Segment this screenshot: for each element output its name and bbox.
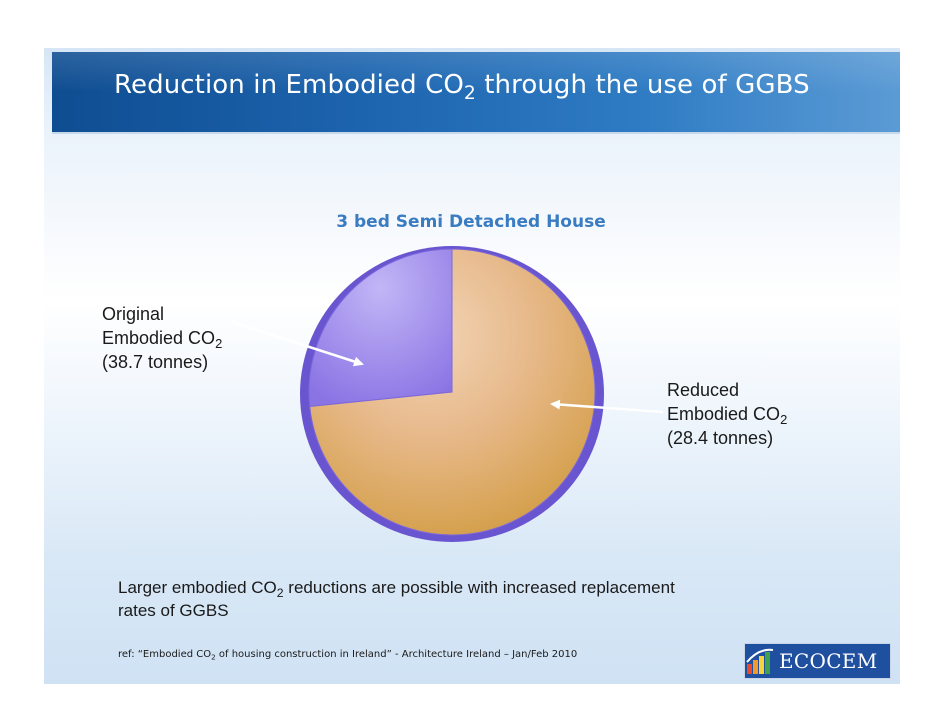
footnote-line1: Larger embodied CO2 reductions are possi… [118, 578, 675, 600]
label-reduced-line3: (28.4 tonnes) [667, 428, 774, 448]
chart-title: 3 bed Semi Detached House [336, 212, 606, 232]
slice-label-original: Original Embodied CO2 (38.7 tonnes) [102, 302, 222, 374]
pie-slice-reduced [309, 248, 596, 536]
footnote-line2: rates of GGBS [118, 601, 229, 620]
pie-slice-original [308, 248, 453, 408]
slice-label-reduced: Reduced Embodied CO2 (28.4 tonnes) [667, 378, 787, 450]
label-reduced-line1: Reduced [667, 380, 740, 400]
arrow-original [231, 320, 364, 367]
logo-mark-icon [746, 648, 774, 674]
ecocem-logo: ECOCEM [744, 643, 891, 679]
label-reduced-line2: Embodied CO2 [667, 404, 788, 428]
reference-text: ref: “Embodied CO2 of housing constructi… [118, 649, 578, 662]
footnote-text: Larger embodied CO2 reductions are possi… [118, 576, 675, 622]
logo-text: ECOCEM [779, 649, 878, 673]
arrow-reduced [550, 399, 664, 414]
label-original-line1: Original [102, 304, 165, 324]
label-original-line3: (38.7 tonnes) [102, 352, 209, 372]
title-bar: Reduction in Embodied CO2 through the us… [52, 52, 900, 134]
label-original-line2: Embodied CO2 [102, 328, 223, 352]
